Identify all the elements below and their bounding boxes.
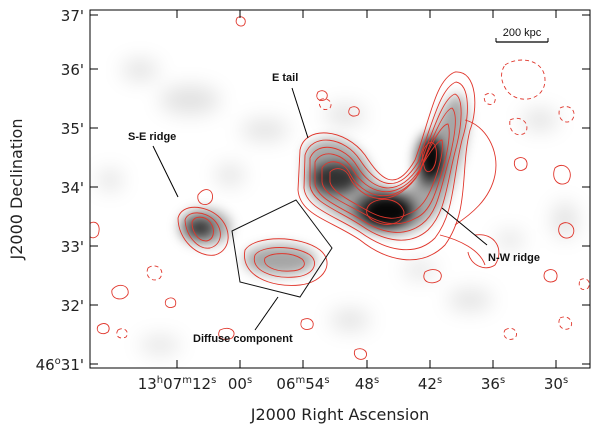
x-tick-label: 06m54s xyxy=(276,375,329,393)
x-tick-label: 36s xyxy=(481,375,505,393)
y-tick-label: 35' xyxy=(61,120,84,138)
y-tick-label: 37' xyxy=(61,7,84,25)
y-tick-label: 34' xyxy=(61,179,84,197)
x-tick-label: 30s xyxy=(544,375,568,393)
y-tick-label: 33' xyxy=(61,238,84,256)
y-axis-title: J2000 Declination xyxy=(7,119,26,261)
x-tick-label: 42s xyxy=(418,375,442,393)
x-ticks xyxy=(176,10,557,368)
annotation-se-ridge: S-E ridge xyxy=(128,131,176,143)
annotation-e-tail: E tail xyxy=(272,72,298,84)
plot-frame xyxy=(89,9,591,369)
y-tick-label: 46o31' xyxy=(36,356,84,374)
annotations xyxy=(152,87,488,331)
annotation-diffuse: Diffuse component xyxy=(193,333,293,345)
x-tick-label: 13h07m12s xyxy=(138,375,217,393)
annotation-nw-ridge: N-W ridge xyxy=(488,252,540,264)
scale-bar-label: 200 kpc xyxy=(503,27,542,39)
x-axis-title: J2000 Right Ascension xyxy=(250,405,430,424)
diffuse-region-polygon xyxy=(231,199,333,298)
x-tick-label: 00s xyxy=(228,375,252,393)
y-ticks xyxy=(90,14,590,365)
contour-overlay xyxy=(90,16,590,360)
y-tick-label: 36' xyxy=(61,61,84,79)
scale-bar: 200 kpc xyxy=(495,27,549,43)
y-tick-labels: 46o31' 32' 33' 34' 35' 36' 37' xyxy=(36,7,84,374)
x-tick-label: 48s xyxy=(355,375,379,393)
x-tick-labels: 13h07m12s 00s 06m54s 48s 42s 36s 30s xyxy=(138,375,568,393)
y-tick-label: 32' xyxy=(61,297,84,315)
